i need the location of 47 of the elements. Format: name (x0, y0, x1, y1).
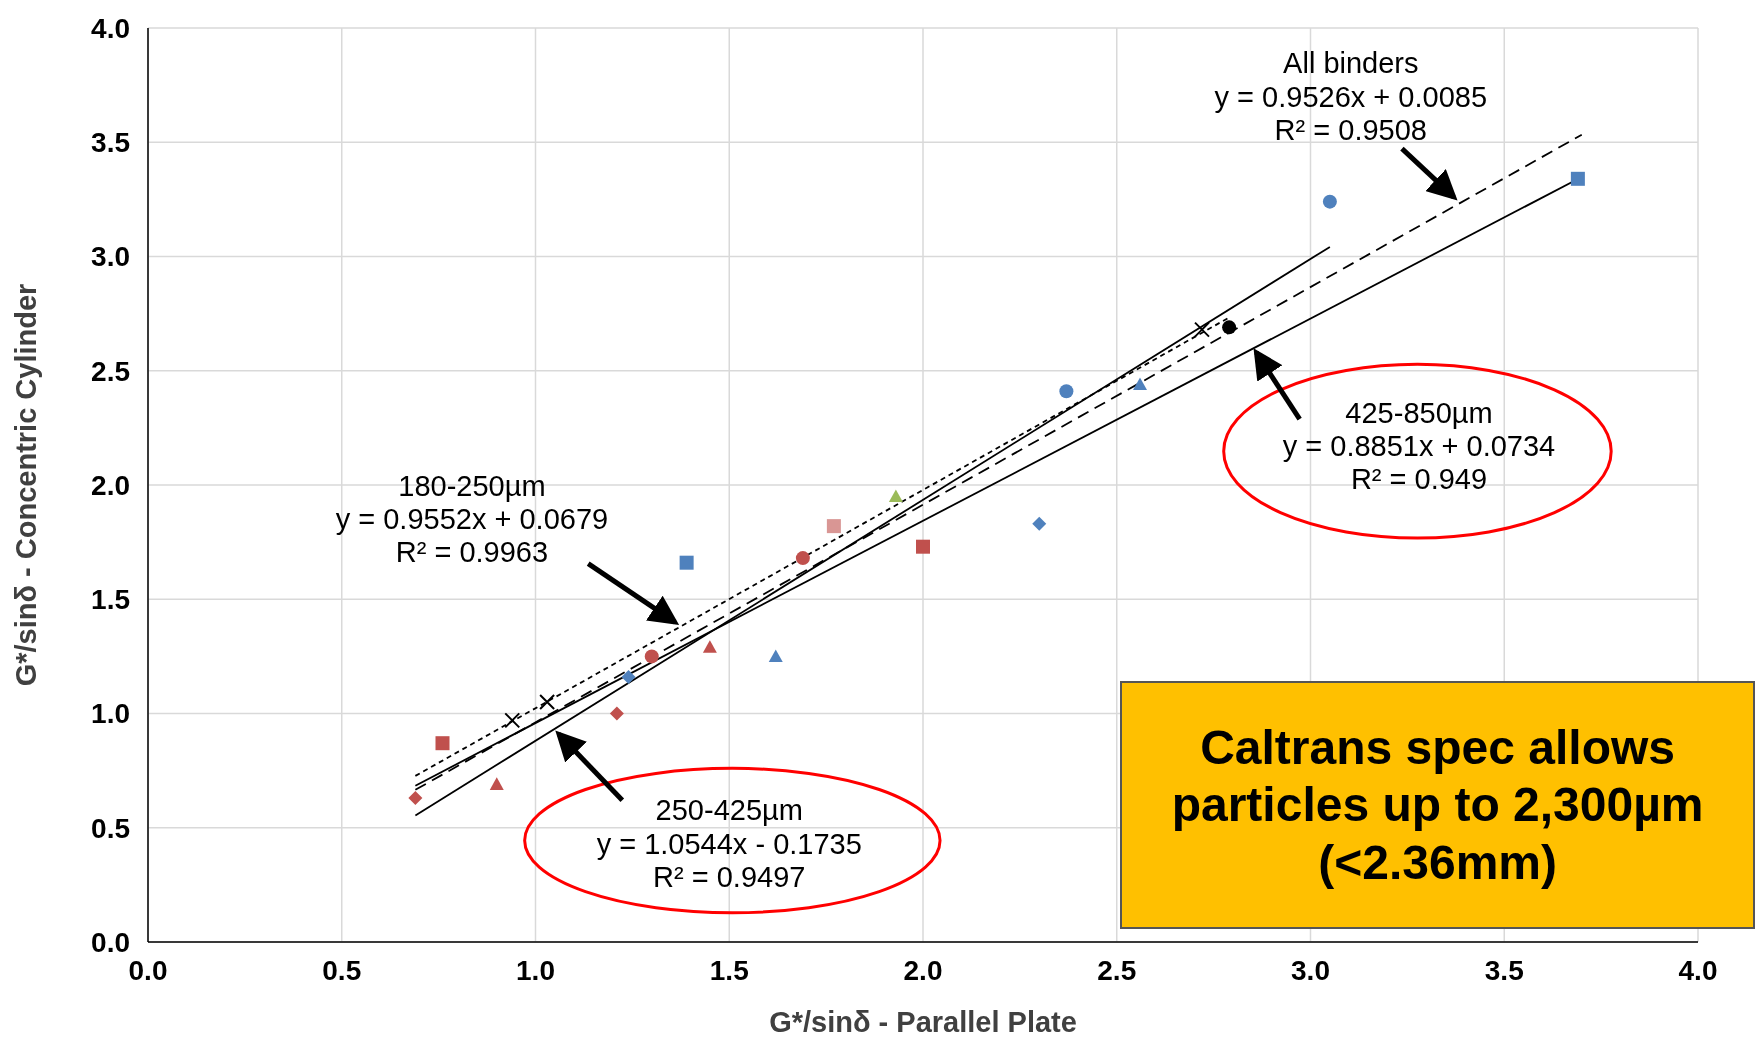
y-tick-label: 2.0 (91, 469, 130, 501)
x-tick-label: 1.0 (516, 954, 555, 986)
point (1032, 516, 1047, 531)
point (916, 539, 930, 554)
annotation: 180-250µm y = 0.9552x + 0.0679 R² = 0.9963 (335, 469, 609, 569)
x-tick-label: 0.5 (322, 954, 362, 986)
point (1059, 384, 1074, 399)
text-box: Caltrans spec allows particles up to 2,300µm (<2.36mm) (1119, 680, 1756, 930)
x-tick-label: 2.5 (1097, 954, 1137, 986)
y-tick-label: 3.5 (91, 127, 130, 159)
point (1194, 321, 1210, 338)
annotation: 425-850µm y = 0.8851x + 0.0734 R² = 0.949 (1282, 396, 1556, 496)
point (539, 694, 556, 711)
annotation: All binders y = 0.9526x + 0.0085 R² = 0.9508 (1214, 47, 1488, 147)
y-tick-label: 3.0 (91, 241, 130, 273)
y-axis-title: G*/sinδ - Concentric Cylinder (10, 283, 43, 687)
x-tick-label: 1.5 (709, 954, 749, 986)
point (826, 519, 841, 534)
point (1570, 171, 1585, 186)
x-tick-label: 3.0 (1291, 954, 1330, 986)
y-tick-label: 1.0 (91, 698, 130, 730)
x-axis-title: G*/sinδ - Parallel Plate (769, 1006, 1077, 1038)
point (504, 712, 521, 729)
point (679, 555, 694, 570)
point (609, 706, 624, 721)
point (795, 551, 810, 566)
point (644, 649, 659, 664)
point (702, 640, 717, 653)
y-tick-label: 0.5 (91, 812, 130, 844)
point (621, 669, 636, 684)
point (489, 777, 504, 790)
y-tick-label: 4.0 (91, 12, 130, 44)
point (1133, 377, 1147, 391)
y-tick-label: 1.5 (91, 584, 130, 616)
annotation: 250-425µm y = 1.0544x - 0.1735 R² = 0.9497 (596, 794, 862, 893)
y-tick-label: 0.0 (91, 926, 130, 958)
point (1222, 320, 1237, 335)
y-tick-label: 2.5 (91, 355, 130, 387)
point (768, 649, 783, 662)
point (1322, 194, 1337, 209)
x-tick-label: 0.0 (128, 954, 168, 986)
x-tick-label: 3.5 (1484, 954, 1524, 986)
x-tick-label: 4.0 (1678, 954, 1718, 986)
point (435, 736, 450, 751)
point (408, 791, 423, 806)
x-tick-label: 2.0 (903, 954, 943, 986)
point (888, 489, 903, 503)
